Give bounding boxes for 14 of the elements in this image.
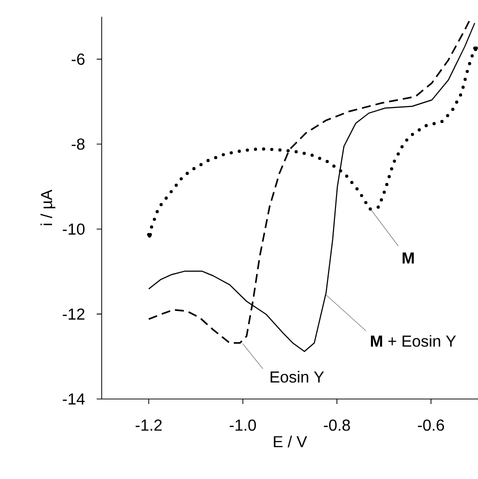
x-tick-label: -0.8: [324, 420, 350, 431]
y-tick-label: -12: [62, 308, 84, 320]
annotation: Eosin Y: [270, 370, 324, 383]
x-tick-label: -1.2: [136, 420, 162, 431]
annotation: M + Eosin Y: [370, 335, 456, 347]
annotation: M: [402, 252, 414, 264]
y-axis-title: i / µA: [40, 190, 56, 226]
x-tick-label: -0.6: [418, 420, 444, 431]
y-tick-label: -6: [72, 54, 84, 65]
y-tick-label: -8: [72, 138, 84, 150]
x-axis-title: E / V: [274, 436, 308, 448]
x-tick-label: -1.0: [230, 420, 256, 431]
y-tick-label: -14: [62, 394, 85, 404]
y-tick-label: -10: [62, 223, 85, 235]
